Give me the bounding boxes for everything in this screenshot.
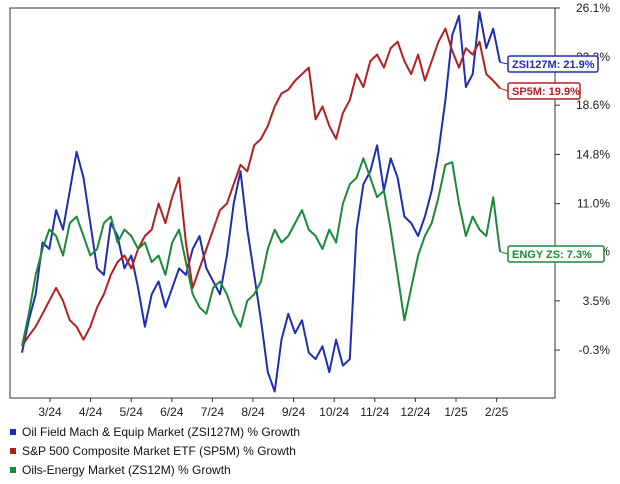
- callout-label: SP5M: 19.9%: [512, 86, 580, 98]
- series-line-2: [21, 157, 501, 347]
- legend-label: S&P 500 Composite Market ETF (SP5M) % Gr…: [22, 443, 296, 458]
- y-tick-label: 14.8%: [576, 147, 610, 161]
- legend-item: Oil Field Mach & Equip Market (ZSI127M) …: [10, 422, 300, 441]
- x-tick-label: 5/24: [120, 405, 144, 419]
- x-tick-label: 11/24: [360, 405, 389, 419]
- x-tick-label: 6/24: [160, 405, 184, 419]
- callout-layer: ZSI127M: 21.9% SP5M: 19.9% ENGY ZS: 7.3%: [499, 55, 605, 263]
- callout-box: [507, 55, 599, 73]
- series-line-0: [21, 10, 501, 393]
- x-tick-label: 3/24: [38, 405, 62, 419]
- legend-item: Oils-Energy Market (ZS12M) % Growth: [10, 460, 300, 479]
- callout-label: ZSI127M: 21.9%: [512, 59, 595, 71]
- legend-item: S&P 500 Composite Market ETF (SP5M) % Gr…: [10, 441, 300, 460]
- legend-swatch: [10, 428, 16, 435]
- x-tick-label: 1/25: [444, 405, 468, 419]
- callout-connector: [499, 87, 509, 92]
- y-axis: 26.1%22.3%18.6%14.8%11.0%7.3%3.5%-0.3%: [555, 1, 610, 357]
- callout-connector: [499, 251, 509, 255]
- callout-label: ENGY ZS: 7.3%: [512, 249, 592, 261]
- x-tick-label: 2/25: [485, 405, 509, 419]
- callout-connector: [499, 61, 509, 65]
- legend-swatch: [10, 447, 16, 454]
- x-tick-label: 8/24: [241, 405, 265, 419]
- legend-swatch: [10, 466, 16, 473]
- x-tick-label: 9/24: [282, 405, 306, 419]
- legend-label: Oil Field Mach & Equip Market (ZSI127M) …: [22, 424, 301, 439]
- chart-legend: Oil Field Mach & Equip Market (ZSI127M) …: [10, 422, 300, 479]
- x-tick-label: 7/24: [201, 405, 225, 419]
- legend-label: Oils-Energy Market (ZS12M) % Growth: [22, 462, 231, 477]
- x-tick-label: 4/24: [79, 405, 103, 419]
- y-tick-label: 11.0%: [577, 197, 610, 211]
- x-tick-label: 10/24: [319, 405, 349, 419]
- series-layer: [21, 10, 501, 393]
- y-tick-label: -0.3%: [579, 343, 611, 357]
- x-tick-label: 12/24: [400, 405, 430, 419]
- callout-box: [507, 245, 605, 263]
- x-axis: 3/24 4/24 5/24 6/24 7/24 8/24 9/24 10/24 11/24 12…: [38, 398, 509, 419]
- series-line-1: [21, 27, 501, 347]
- callout-box: [507, 82, 581, 100]
- y-tick-label: 26.1%: [576, 1, 610, 15]
- y-tick-label: 18.6%: [576, 98, 610, 112]
- y-tick-label: 3.5%: [583, 294, 611, 308]
